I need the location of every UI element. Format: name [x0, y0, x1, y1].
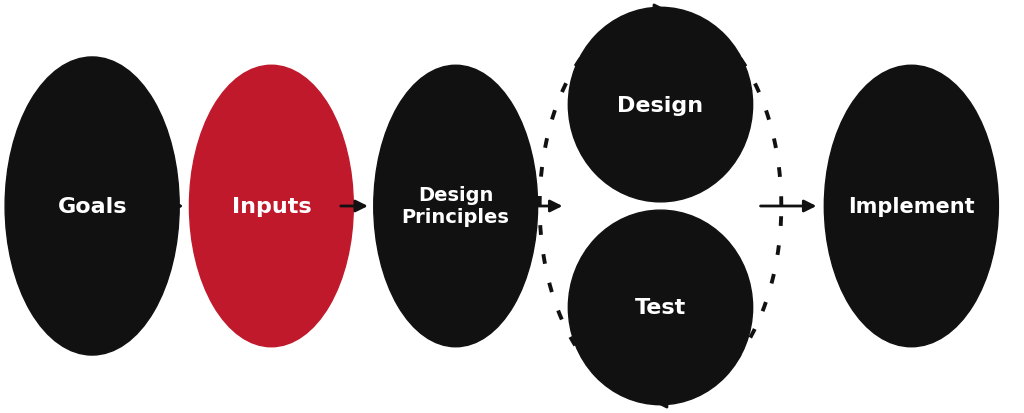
Ellipse shape — [568, 8, 753, 202]
Ellipse shape — [568, 211, 753, 405]
Text: Test: Test — [635, 298, 686, 318]
Text: Design
Principles: Design Principles — [401, 186, 510, 227]
Text: Goals: Goals — [57, 197, 127, 216]
Ellipse shape — [5, 58, 179, 355]
Ellipse shape — [824, 66, 998, 347]
Ellipse shape — [189, 66, 353, 347]
Text: Design: Design — [617, 95, 703, 115]
Ellipse shape — [374, 66, 538, 347]
Text: Implement: Implement — [848, 197, 975, 216]
Text: Inputs: Inputs — [231, 197, 311, 216]
